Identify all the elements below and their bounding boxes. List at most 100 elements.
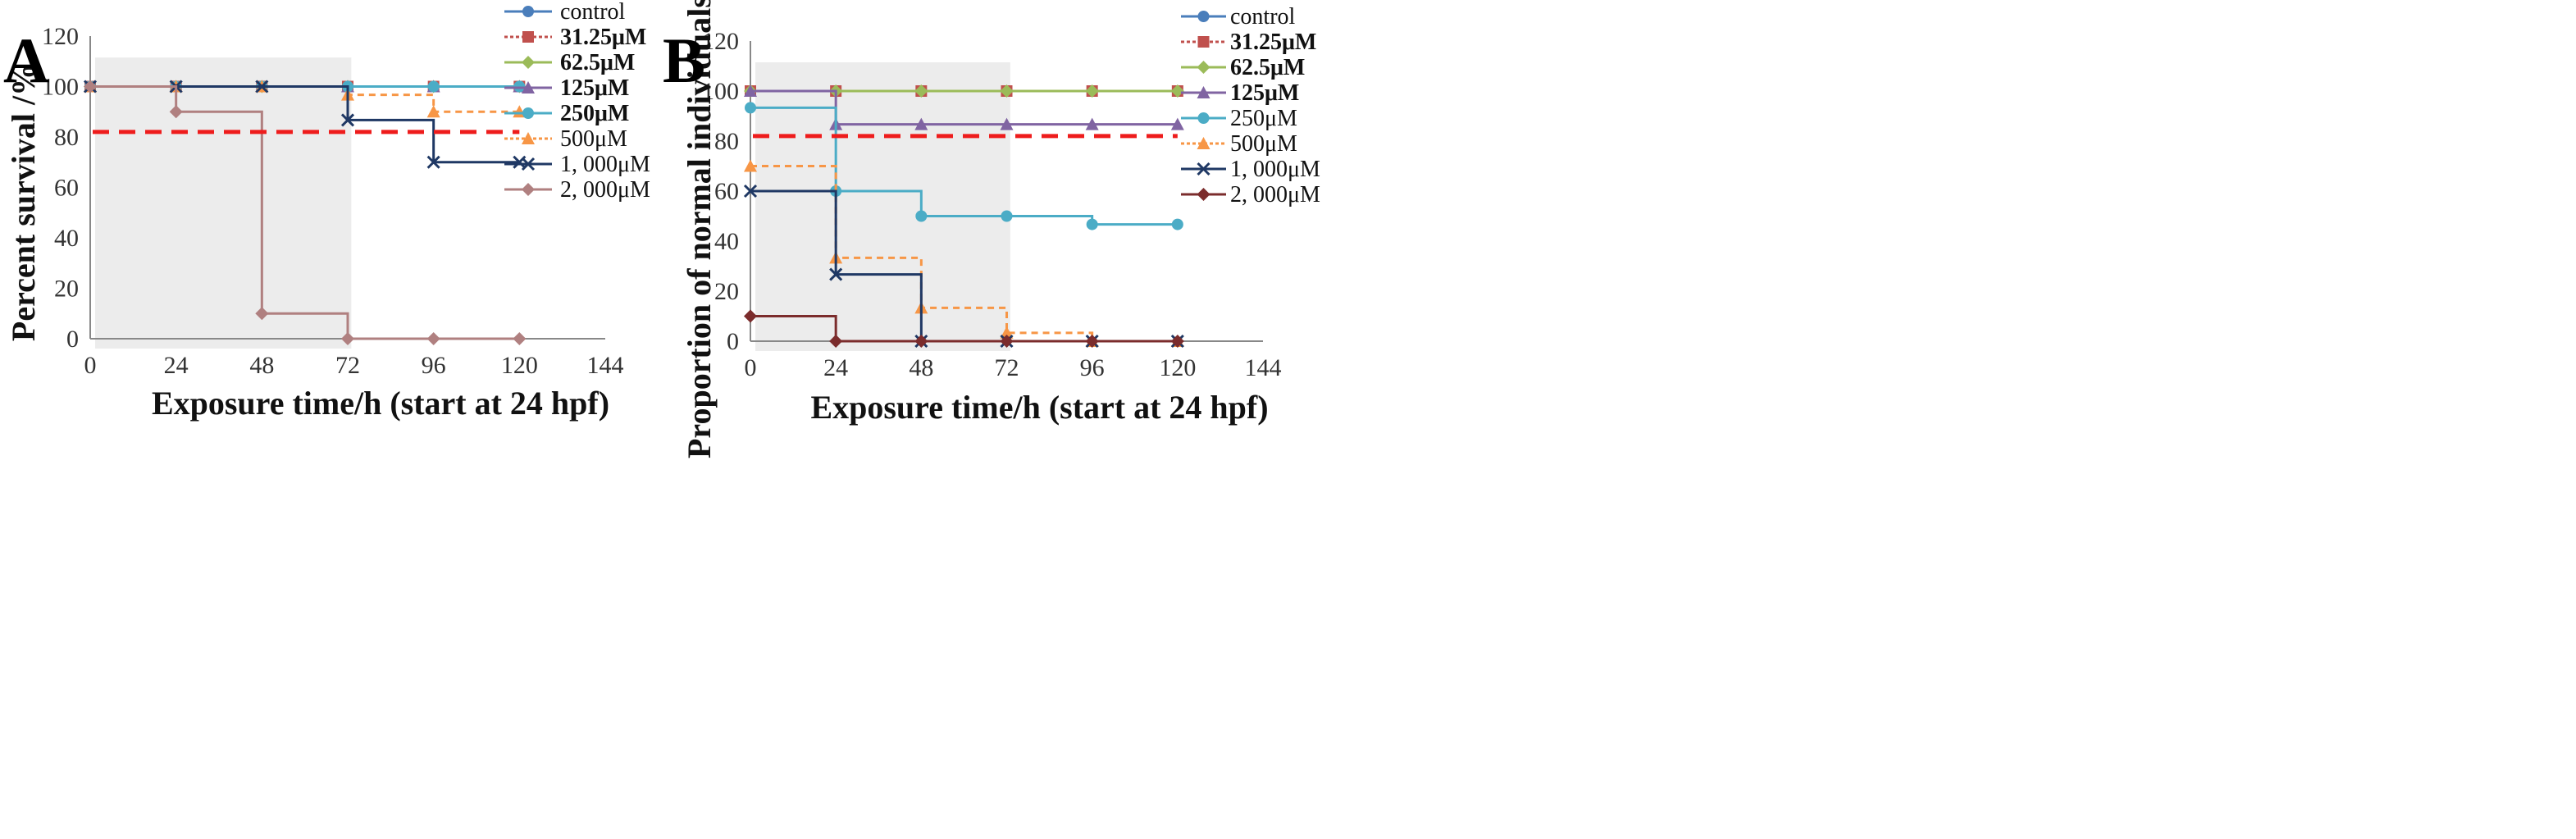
shaded-exposure-region	[755, 62, 1010, 352]
data-point	[1000, 326, 1014, 339]
legend-marker	[1197, 162, 1210, 176]
x-tick-label: 0	[84, 352, 97, 379]
data-point	[84, 80, 97, 93]
data-point	[1170, 117, 1184, 130]
legend-marker	[1197, 36, 1210, 48]
y-tick-label: 0	[66, 326, 79, 353]
data-point	[743, 184, 758, 198]
legend-marker	[522, 107, 534, 119]
y-tick-label: 20	[54, 276, 79, 303]
legend-marker	[1197, 61, 1210, 74]
y-tick-label: 80	[714, 128, 739, 155]
legend-marker	[522, 81, 535, 93]
legend-marker	[1197, 112, 1210, 124]
x-tick-label: 0	[745, 354, 757, 381]
x-tick-label: 24	[823, 354, 848, 381]
x-tick-label: 48	[909, 354, 933, 381]
data-point	[744, 309, 757, 323]
x-tick-label: 144	[1245, 354, 1282, 381]
data-point	[426, 332, 440, 345]
y-tick-label: 120	[702, 28, 739, 55]
data-point	[829, 267, 843, 281]
panel-letter: A	[3, 25, 49, 96]
legend-label: 250μM	[1230, 106, 1297, 131]
series-line	[90, 85, 520, 164]
x-tick-label: 48	[249, 352, 274, 379]
legend-marker	[522, 56, 535, 69]
data-point	[426, 105, 440, 118]
legend-label: 125μM	[560, 75, 629, 101]
data-point	[1000, 84, 1014, 98]
data-point	[1085, 335, 1099, 348]
data-point	[1170, 84, 1184, 98]
data-point	[1001, 210, 1013, 222]
data-point	[1085, 84, 1099, 98]
x-tick-label: 72	[335, 352, 360, 379]
data-point	[915, 210, 928, 222]
y-axis-label: Percent survival /%	[5, 63, 42, 341]
data-point	[340, 113, 355, 127]
legend-label: 250μM	[560, 101, 629, 126]
legend-label: 1, 000μM	[560, 152, 650, 177]
data-point	[426, 155, 440, 169]
y-tick-label: 20	[714, 278, 739, 305]
legend-label: 2, 000μM	[560, 177, 650, 203]
data-point	[914, 335, 928, 348]
data-point	[1085, 117, 1099, 130]
y-tick-label: 40	[714, 228, 739, 255]
data-point	[1171, 218, 1183, 230]
x-tick-label: 96	[1080, 354, 1105, 381]
data-point	[914, 84, 928, 98]
x-axis-label: Exposure time/h (start at 24 hpf)	[810, 389, 1268, 426]
y-tick-label: 80	[54, 124, 79, 151]
legend-label: 31.25μM	[1230, 30, 1316, 55]
legend-marker	[1197, 86, 1210, 98]
legend-label: 500μM	[560, 126, 627, 152]
legend-marker	[522, 183, 535, 196]
data-point	[1000, 117, 1014, 130]
data-point	[745, 102, 756, 114]
y-tick-label: 0	[727, 328, 739, 355]
legend-label: control	[1230, 4, 1296, 30]
series-7	[744, 309, 1184, 348]
legend-label: 500μM	[1230, 131, 1297, 157]
data-point	[255, 80, 269, 93]
y-tick-label: 60	[714, 178, 739, 205]
legend-label: 125μM	[1230, 80, 1299, 106]
x-tick-label: 120	[1159, 354, 1196, 381]
chart-panel-a: 0 20 40 60 80 100 120 0 24 48 72 96 120 144 Exposure t…	[3, 0, 650, 422]
legend-marker	[522, 132, 535, 144]
legend-marker	[522, 31, 534, 43]
y-tick-label: 60	[54, 175, 79, 202]
legend-label: 31.25μM	[560, 25, 646, 50]
legend-label: 1, 000μM	[1230, 157, 1320, 182]
legend-marker	[521, 157, 536, 171]
legend-marker	[1197, 137, 1210, 149]
y-axis-label: Proportion of normal individuals/%	[681, 0, 718, 458]
legend-label: 62.5μM	[1230, 55, 1305, 80]
legend-marker	[1197, 11, 1210, 22]
x-tick-label: 24	[164, 352, 189, 379]
legend-label: control	[560, 0, 626, 25]
x-tick-label: 120	[501, 352, 538, 379]
legend-label: 2, 000μM	[1230, 182, 1320, 207]
data-point	[1000, 335, 1014, 348]
y-tick-label: 100	[42, 74, 79, 101]
y-tick-label: 40	[54, 225, 79, 252]
y-tick-label: 120	[42, 23, 79, 50]
y-tick-label: 100	[702, 78, 739, 105]
x-tick-label: 96	[422, 352, 446, 379]
series-7	[84, 80, 527, 345]
panel-letter: B	[663, 25, 705, 96]
data-point	[829, 335, 843, 348]
x-axis-label: Exposure time/h (start at 24 hpf)	[152, 385, 609, 422]
series-3	[744, 84, 1184, 130]
data-point	[744, 159, 757, 172]
data-point	[255, 307, 269, 321]
data-point	[914, 117, 928, 130]
legend-marker	[1197, 188, 1210, 201]
legend-label: 62.5μM	[560, 50, 635, 75]
data-point	[1086, 218, 1098, 230]
